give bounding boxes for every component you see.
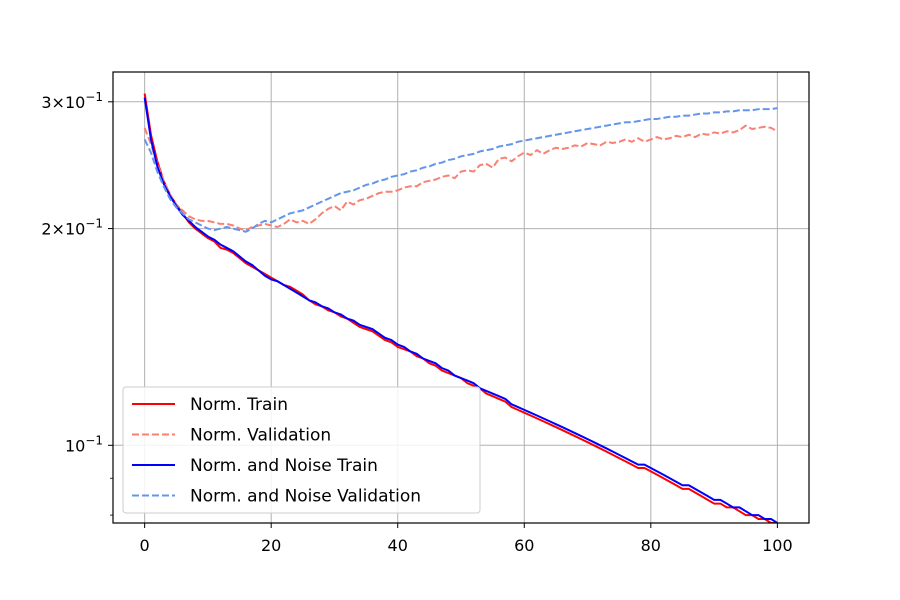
y-tick-label: 10−1 xyxy=(65,433,103,455)
series-line xyxy=(143,124,778,232)
series-lines xyxy=(143,93,778,523)
legend-box xyxy=(122,386,481,514)
grid-lines xyxy=(113,72,809,523)
x-tick-label: 60 xyxy=(514,536,534,555)
axes xyxy=(108,71,810,528)
x-tick-label: 40 xyxy=(388,536,408,555)
legend-label: Norm. and Noise Validation xyxy=(190,487,421,507)
legend-label: Norm. and Noise Train xyxy=(190,456,378,476)
plot-frame xyxy=(112,71,810,524)
y-tick-label: 2×10−1 xyxy=(41,217,103,239)
legend-label: Norm. Train xyxy=(190,395,288,415)
series-line xyxy=(143,107,778,233)
x-tick-label: 100 xyxy=(762,536,793,555)
series-line xyxy=(143,97,778,523)
x-tick-label: 20 xyxy=(261,536,281,555)
tick-labels: 0 20 40 60 80 100 10−1 2×10−1 3×10−1 xyxy=(41,90,792,555)
y-tick-label: 3×10−1 xyxy=(41,90,103,112)
legend: Norm. Train Norm. Validation Norm. and Noi… xyxy=(122,386,481,514)
x-tick-label: 0 xyxy=(140,536,150,555)
legend-label: Norm. Validation xyxy=(190,426,331,446)
x-tick-label: 80 xyxy=(641,536,661,555)
